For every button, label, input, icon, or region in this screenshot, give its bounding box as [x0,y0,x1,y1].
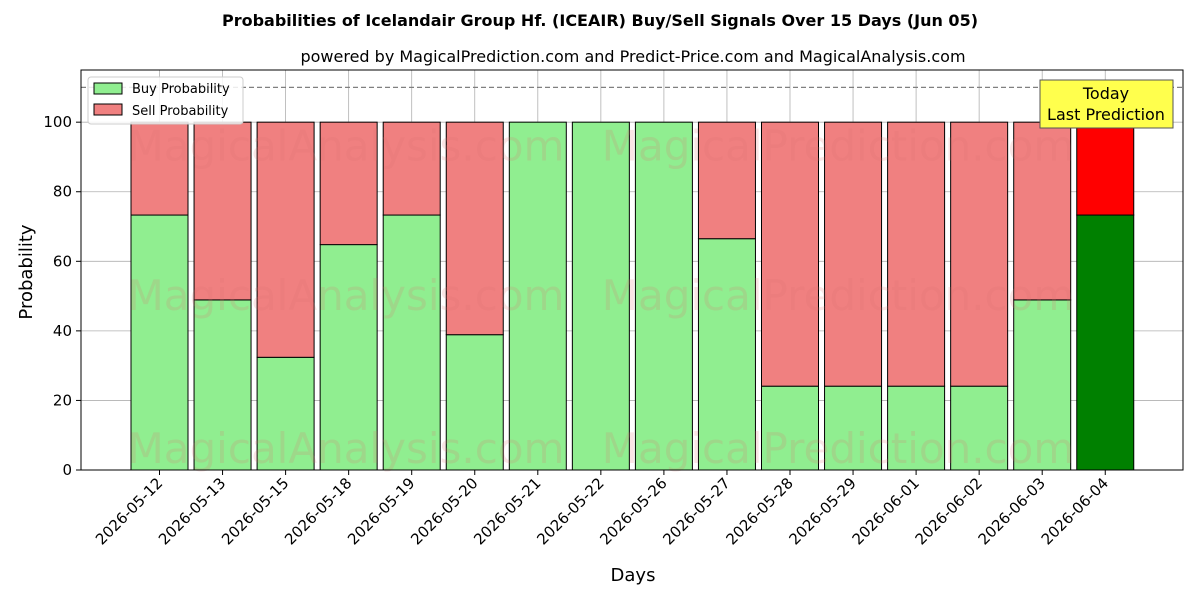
y-tick-label: 100 [43,113,72,131]
x-tick-label: 2026-06-04 [1038,474,1112,548]
sell-bar [130,121,189,216]
buy-bar [571,121,630,471]
buy-bar [445,334,504,471]
legend-swatch-buy [93,82,123,95]
buy-bar [193,299,252,471]
annotation-line-1: Today [1082,84,1129,103]
plot-frame [80,69,1184,471]
legend-label-buy: Buy Probability [132,82,230,97]
annotation-box [1039,79,1174,129]
sell-bar [319,121,378,246]
buy-bar [634,121,693,471]
watermark-text: MagicalPrediction.com [602,271,1075,320]
x-axis: 2026-05-122026-05-132026-05-152026-05-18… [92,470,1112,548]
sell-bar [697,121,756,240]
sell-bar [761,121,819,387]
chart-subtitle: powered by MagicalPrediction.com and Pre… [300,47,965,66]
sell-bar [445,121,504,336]
sell-bar [382,121,441,216]
buy-bar [319,244,378,471]
sell-bar [256,121,315,358]
buy-bar [1013,299,1072,471]
watermark-text: MagicalPrediction.com [602,424,1075,473]
x-axis-label: Days [611,565,656,586]
x-tick-label: 2026-05-27 [659,474,733,548]
y-tick-label: 40 [53,322,72,340]
watermark-text: MagicalAnalysis.com [128,271,565,320]
watermark-text: MagicalAnalysis.com [128,424,565,473]
legend-swatch-sell [93,103,123,116]
buy-bar [950,385,1009,471]
sell-bar [1076,121,1135,216]
buy-bar [697,238,756,471]
buy-bar [887,385,946,471]
y-tick-label: 20 [53,391,72,409]
buy-bar [256,356,315,471]
sell-bar [887,121,946,387]
legend-label-sell: Sell Probability [132,104,229,119]
y-axis: 0 20 40 60 80 100 [43,113,81,479]
watermark-text: MagicalPrediction.com [602,122,1075,171]
buy-bar [824,385,883,471]
buy-bar [761,385,819,471]
y-tick-label: 0 [62,461,72,479]
x-tick-label: 2026-06-03 [975,474,1049,548]
x-tick-label: 2026-05-12 [92,474,166,548]
sell-bar [824,121,883,387]
x-tick-label: 2026-05-19 [344,474,418,548]
y-axis-label: Probability [16,224,37,319]
sell-bar [950,121,1009,387]
watermark-text: MagicalAnalysis.com [128,122,565,171]
x-tick-label: 2026-05-28 [722,474,796,548]
legend: Buy Probability Sell Probability [87,76,244,125]
buy-bar [508,121,567,471]
legend-box [87,76,244,125]
y-tick-label: 80 [53,183,72,201]
buy-bar [382,214,441,471]
annotation-line-2: Last Prediction [1047,105,1165,124]
chart-title: Probabilities of Icelandair Group Hf. (I… [222,11,978,30]
buy-bar [1076,214,1135,471]
watermarks: MagicalAnalysis.com MagicalPrediction.com… [128,122,1075,474]
today-annotation: Today Last Prediction [1039,79,1174,129]
y-tick-label: 60 [53,252,72,270]
x-tick-label: 2026-05-20 [407,474,481,548]
bars [130,121,1135,471]
